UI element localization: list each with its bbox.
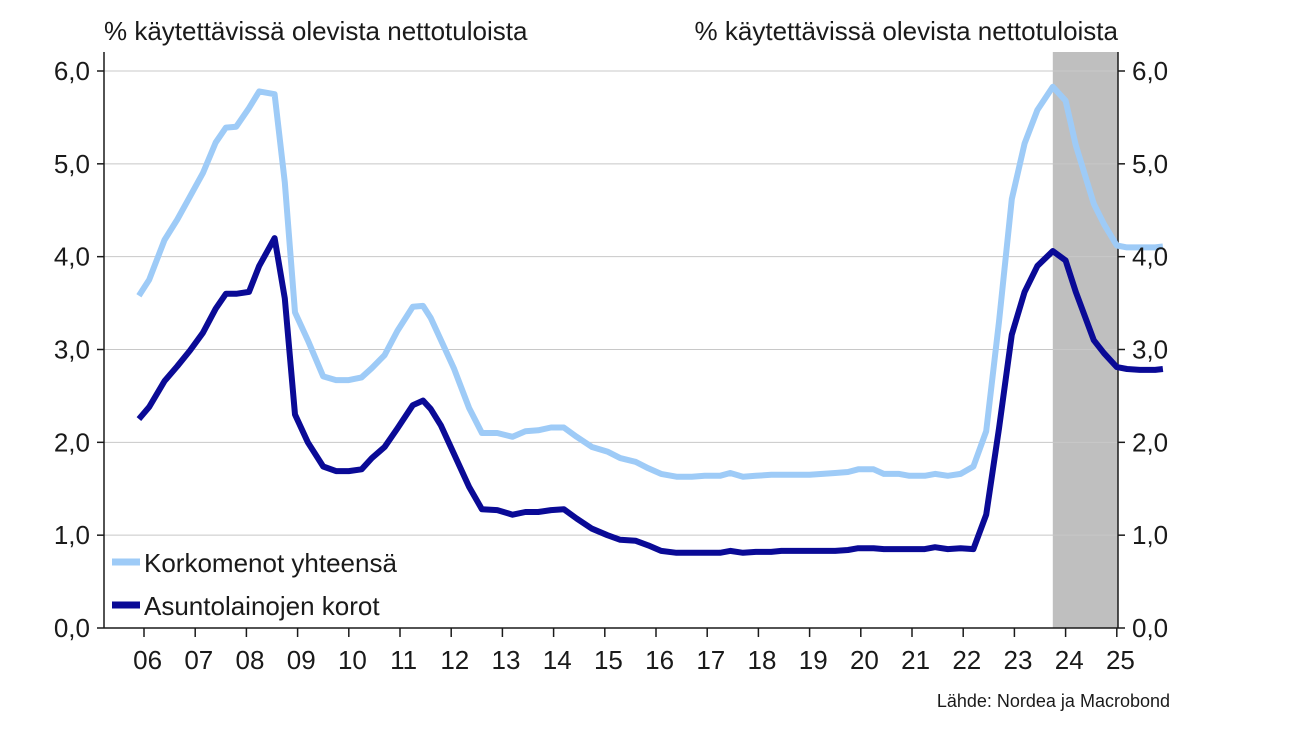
x-tick-label-16: 16: [645, 645, 674, 675]
y-tick-labels-left: 0,0 1,0 2,0 3,0 4,0 5,0 6,0: [54, 56, 104, 643]
y-tick-label-left-6: 6,0: [54, 56, 90, 86]
highlight-shaded-period: [1052, 52, 1118, 628]
y-tick-label-left-3: 3,0: [54, 335, 90, 365]
x-tick-label-08: 08: [236, 645, 265, 675]
y-tick-label-right-2: 2,0: [1132, 427, 1168, 457]
x-tick-label-17: 17: [696, 645, 725, 675]
x-tick-label-09: 09: [287, 645, 316, 675]
y-axis-label-right: % käytettävissä olevista nettotuloista: [695, 16, 1119, 46]
series-lines: [136, 83, 1164, 556]
y-tick-label-left-4: 4,0: [54, 242, 90, 272]
y-tick-label-left-5: 5,0: [54, 149, 90, 179]
axes: [103, 52, 1119, 629]
x-tick-label-13: 13: [492, 645, 521, 675]
y-axis-label-left: % käytettävissä olevista nettotuloista: [104, 16, 528, 46]
x-tick-labels: 06 07 08 09 10 11 12 13 14 15 16 17 18 19 20 21 22 23 24 25: [133, 628, 1135, 675]
source-note: Lähde: Nordea ja Macrobond: [937, 691, 1170, 711]
gridlines: [104, 70, 1118, 536]
x-tick-label-11: 11: [390, 645, 417, 675]
y-tick-label-left-0: 0,0: [54, 613, 90, 643]
x-tick-label-18: 18: [748, 645, 777, 675]
x-tick-label-19: 19: [799, 645, 828, 675]
x-tick-label-21: 21: [901, 645, 930, 675]
x-tick-label-15: 15: [594, 645, 623, 675]
x-tick-label-06: 06: [133, 645, 162, 675]
series-line-1: [136, 235, 1164, 556]
legend-label-korkomenot: Korkomenot yhteensä: [144, 548, 397, 578]
x-tick-label-24: 24: [1055, 645, 1084, 675]
y-tick-labels-right: 0,0 1,0 2,0 3,0 4,0 5,0 6,0: [1118, 56, 1168, 643]
y-tick-label-right-3: 3,0: [1132, 335, 1168, 365]
y-tick-label-left-2: 2,0: [54, 427, 90, 457]
y-tick-label-right-5: 5,0: [1132, 149, 1168, 179]
legend: Korkomenot yhteensä Asuntolainojen korot: [112, 548, 397, 621]
y-tick-label-right-4: 4,0: [1132, 242, 1168, 272]
y-tick-label-right-6: 6,0: [1132, 56, 1168, 86]
y-tick-label-left-1: 1,0: [54, 520, 90, 550]
y-tick-label-right-1: 1,0: [1132, 520, 1168, 550]
x-tick-label-23: 23: [1004, 645, 1033, 675]
x-tick-label-12: 12: [440, 645, 469, 675]
legend-label-asuntolainat: Asuntolainojen korot: [144, 591, 380, 621]
x-tick-label-10: 10: [338, 645, 367, 675]
x-tick-label-22: 22: [952, 645, 981, 675]
series-line-0: [136, 83, 1164, 480]
x-tick-label-25: 25: [1106, 645, 1135, 675]
x-tick-label-07: 07: [184, 645, 213, 675]
x-tick-label-14: 14: [543, 645, 572, 675]
x-tick-label-20: 20: [850, 645, 879, 675]
y-tick-label-right-0: 0,0: [1132, 613, 1168, 643]
